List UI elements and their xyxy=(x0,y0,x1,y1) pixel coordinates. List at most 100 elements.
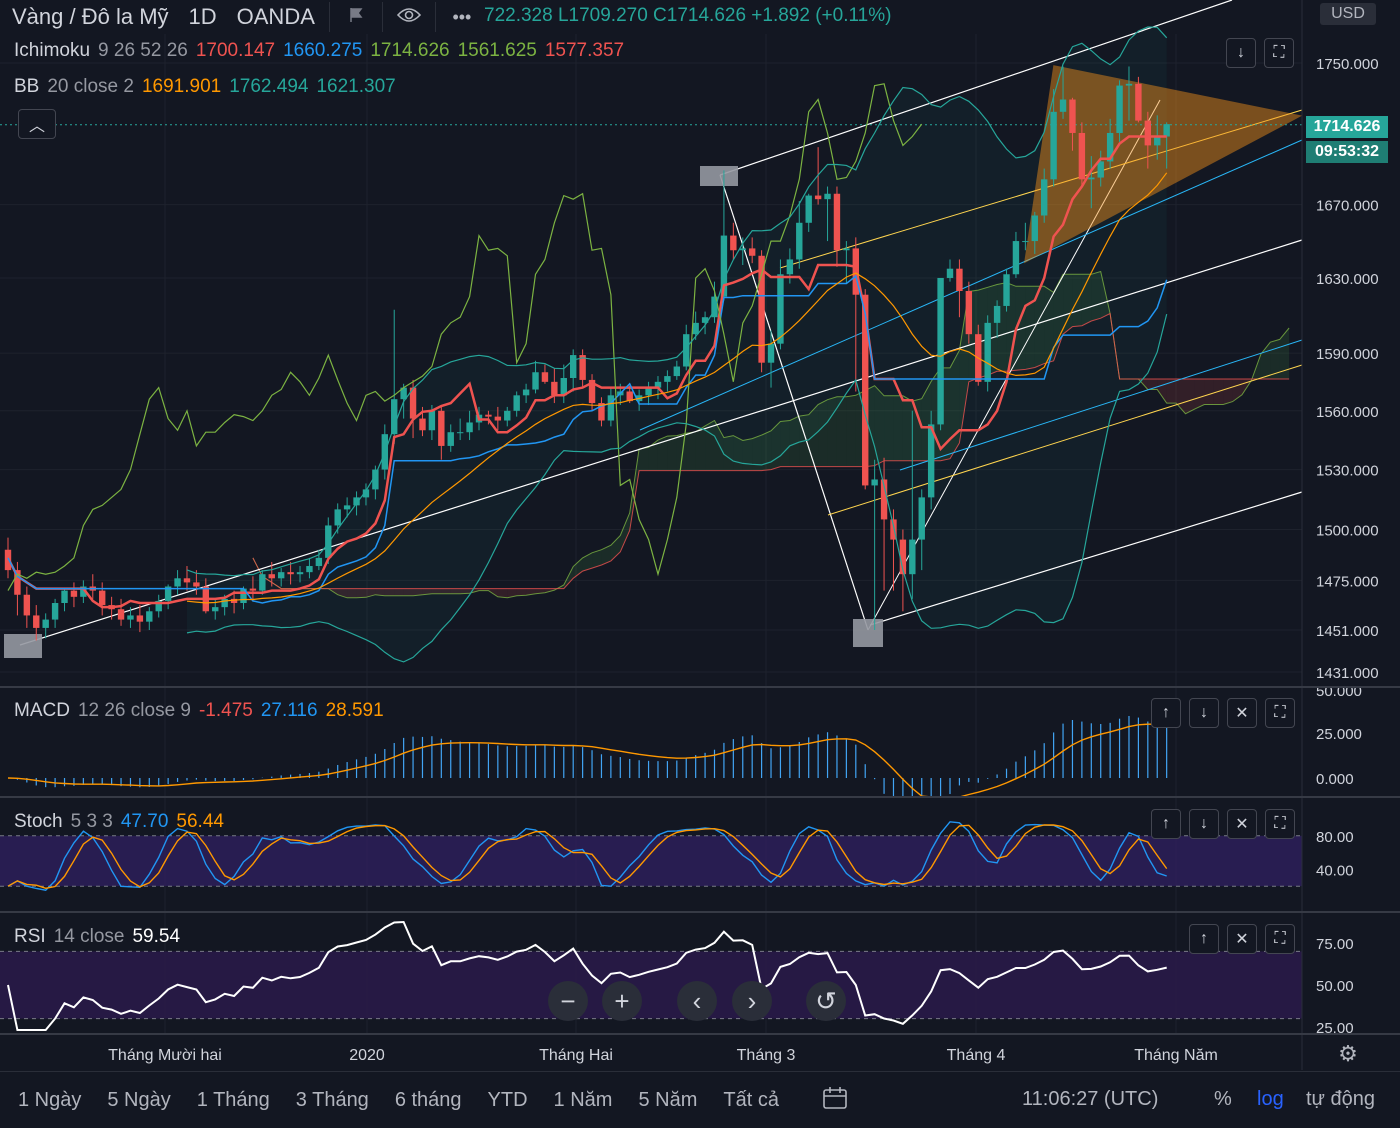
reset-chart-button[interactable]: ↺ xyxy=(806,981,846,1021)
candle-body xyxy=(946,268,954,278)
candle-body xyxy=(551,381,558,396)
ichimoku-cloud xyxy=(507,588,517,598)
range-button[interactable]: 1 Tháng xyxy=(196,1088,270,1111)
scroll-right-button[interactable]: › xyxy=(732,981,772,1021)
candle-body xyxy=(730,235,737,251)
ichimoku-cloud xyxy=(394,588,404,596)
close-pane-button[interactable]: ✕ xyxy=(1227,698,1257,728)
move-down-button[interactable]: ↓ xyxy=(1189,698,1219,728)
candle-body xyxy=(334,509,341,526)
maximize-icon: ⛶ xyxy=(1274,930,1286,947)
time-tick-label: Tháng Mười hai xyxy=(108,1047,222,1064)
arrow-down-icon: ↓ xyxy=(1200,704,1208,721)
plus-icon: + xyxy=(614,985,630,1016)
ichimoku-cloud xyxy=(1194,378,1205,409)
legend-ichimoku[interactable]: Ichimoku 9 26 52 26 1700.147 1660.275 1714.6… xyxy=(14,40,640,62)
zoom-out-button[interactable]: − xyxy=(548,981,588,1021)
legend-name: Ichimoku xyxy=(14,40,91,61)
candle-body xyxy=(428,410,436,431)
legend-values: 1700.147 1660.275 1714.626 1561.625 1577.357 xyxy=(196,40,632,61)
close-pane-button[interactable]: ✕ xyxy=(1227,809,1257,839)
maximize-icon: ⛶ xyxy=(1274,704,1286,721)
calendar-icon[interactable] xyxy=(820,1086,850,1112)
candle-body xyxy=(522,389,530,396)
more-icon[interactable]: ••• xyxy=(452,6,472,27)
arrow-up-icon: ↑ xyxy=(1162,815,1170,832)
stoch-tick-label: 80.00 xyxy=(1316,829,1354,846)
candle-body xyxy=(268,574,275,579)
legend-rsi[interactable]: RSI 14 close 59.54 xyxy=(14,926,196,948)
candle-body xyxy=(1154,136,1161,146)
move-down-button[interactable]: ↓ xyxy=(1226,38,1256,68)
legend-macd[interactable]: MACD 12 26 close 9 -1.475 27.116 28.591 xyxy=(14,700,400,722)
candle-body xyxy=(466,422,473,433)
maximize-button[interactable]: ⛶ xyxy=(1265,924,1295,954)
senkou-span-b xyxy=(252,312,1290,590)
time-tick-label: 2020 xyxy=(349,1047,385,1064)
ichimoku-cloud xyxy=(846,395,856,467)
chart-canvas[interactable]: 50.000 25.000 0.000 80.00 40.00 75.00 50.00 25.… xyxy=(0,0,1400,1070)
range-button[interactable]: 3 Tháng xyxy=(295,1088,369,1111)
legend-params: 20 close 2 xyxy=(47,76,134,97)
flag-icon[interactable] xyxy=(336,6,376,29)
legend-value: -1.475 xyxy=(198,700,253,721)
candle-body xyxy=(221,598,228,608)
candle-body xyxy=(127,615,134,620)
legend-stoch[interactable]: Stoch 5 3 3 47.70 56.44 xyxy=(14,811,240,833)
ichimoku-cloud xyxy=(912,398,922,461)
legend-values: -1.475 27.116 28.591 xyxy=(199,700,392,721)
move-up-button[interactable]: ↑ xyxy=(1189,924,1219,954)
utc-time[interactable]: 11:06:27 (UTC) xyxy=(1022,1088,1159,1110)
close-pane-button[interactable]: ✕ xyxy=(1227,924,1257,954)
candle-body xyxy=(409,387,417,419)
legend-name: Stoch xyxy=(14,811,63,832)
log-toggle[interactable]: log xyxy=(1257,1088,1284,1110)
ichimoku-cloud xyxy=(1279,328,1290,379)
move-up-button[interactable]: ↑ xyxy=(1151,698,1181,728)
symbol-source: OANDA xyxy=(236,4,315,29)
candle-body xyxy=(937,277,944,425)
auto-scale-toggle[interactable]: tự động xyxy=(1306,1088,1375,1110)
move-down-button[interactable]: ↓ xyxy=(1189,809,1219,839)
kijun-sen xyxy=(7,274,1168,604)
gear-icon[interactable]: ⚙ xyxy=(1338,1041,1358,1066)
scroll-left-button[interactable]: ‹ xyxy=(677,981,717,1021)
bb-basis xyxy=(186,172,1168,604)
range-button[interactable]: YTD xyxy=(487,1088,528,1111)
move-up-button[interactable]: ↑ xyxy=(1151,809,1181,839)
ichimoku-cloud xyxy=(884,395,894,461)
legend-value: 56.44 xyxy=(176,811,224,832)
maximize-button[interactable]: ⛶ xyxy=(1264,38,1294,68)
candle-body xyxy=(1031,215,1038,242)
range-button[interactable]: 5 Ngày xyxy=(107,1088,171,1111)
ichimoku-cloud xyxy=(733,435,743,471)
rsi-line xyxy=(7,920,1167,1031)
time-tick-label: Tháng 4 xyxy=(947,1047,1006,1064)
eye-icon[interactable] xyxy=(389,7,429,28)
percent-toggle[interactable]: % xyxy=(1214,1088,1232,1110)
ohlc-values: 722.328 L1709.270 C1714.626 +1.892 (+0.1… xyxy=(484,5,892,26)
collapse-legend-button[interactable]: ︿ xyxy=(18,109,56,139)
ichimoku-cloud xyxy=(742,438,753,471)
maximize-icon: ⛶ xyxy=(1273,44,1285,61)
legend-bb[interactable]: BB 20 close 2 1691.901 1762.494 1621.307 xyxy=(14,76,412,98)
candle-body xyxy=(240,588,247,604)
candle-body xyxy=(136,615,144,622)
range-button[interactable]: 6 tháng xyxy=(394,1088,462,1111)
range-button[interactable]: Tất cả xyxy=(723,1088,779,1111)
range-button[interactable]: 1 Năm xyxy=(553,1088,613,1111)
maximize-button[interactable]: ⛶ xyxy=(1265,698,1295,728)
candle-body xyxy=(767,343,775,363)
zoom-in-button[interactable]: + xyxy=(602,981,642,1021)
range-button[interactable]: 5 Năm xyxy=(638,1088,698,1111)
candle-body xyxy=(645,387,652,396)
candle-body xyxy=(956,268,963,291)
candle-body xyxy=(814,195,822,200)
maximize-button[interactable]: ⛶ xyxy=(1265,809,1295,839)
range-button[interactable]: 1 Ngày xyxy=(18,1088,82,1111)
legend-value: 47.70 xyxy=(120,811,169,832)
macd-tick-label: 0.000 xyxy=(1316,771,1354,788)
currency-label[interactable]: USD xyxy=(1320,3,1376,25)
symbol-name[interactable]: Vàng / Đô la Mỹ xyxy=(12,4,169,29)
symbol-interval[interactable]: 1D xyxy=(188,4,217,29)
